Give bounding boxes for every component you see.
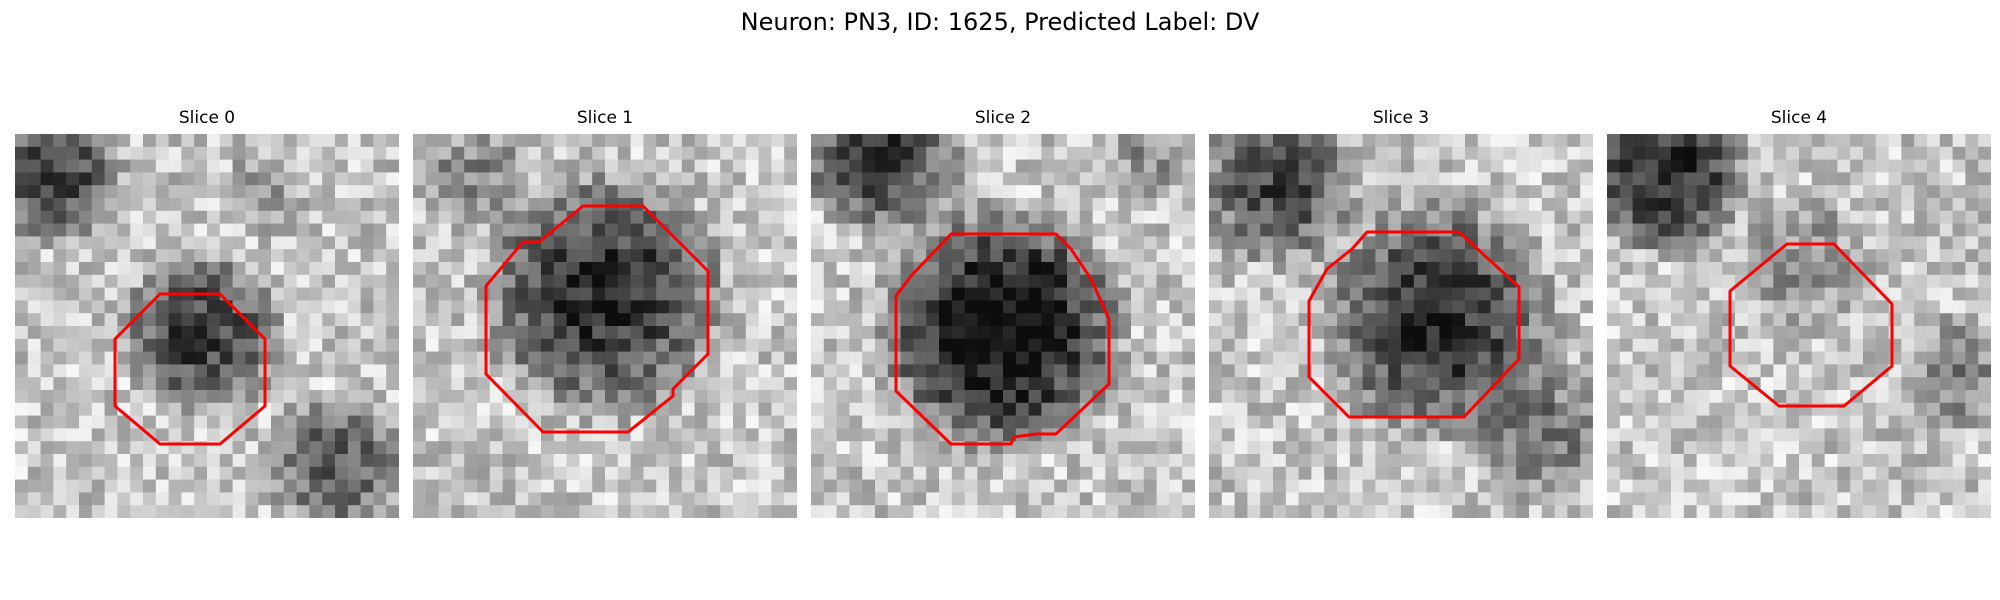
contour-0 <box>113 292 267 446</box>
slice-panel-3: Slice 3 <box>1209 108 1593 518</box>
slice-panel-1: Slice 1 <box>413 108 797 518</box>
slice-image-0 <box>15 134 399 518</box>
slice-title-2: Slice 2 <box>974 108 1032 128</box>
slice-panel-4: Slice 4 <box>1607 108 1991 518</box>
contour-1 <box>484 204 710 434</box>
contour-4 <box>1728 242 1894 408</box>
slice-image-2 <box>811 134 1195 518</box>
contour-3 <box>1307 230 1521 419</box>
slice-title-3: Slice 3 <box>1372 108 1430 128</box>
slice-title-4: Slice 4 <box>1770 108 1828 128</box>
slice-panel-0: Slice 0 <box>15 108 399 518</box>
figure-title: Neuron: PN3, ID: 1625, Predicted Label: … <box>740 8 1260 36</box>
slice-image-3 <box>1209 134 1593 518</box>
slice-image-1 <box>413 134 797 518</box>
slice-title-1: Slice 1 <box>576 108 634 128</box>
slice-panel-2: Slice 2 <box>811 108 1195 518</box>
slice-title-0: Slice 0 <box>178 108 236 128</box>
contour-2 <box>894 232 1111 446</box>
slice-image-4 <box>1607 134 1991 518</box>
